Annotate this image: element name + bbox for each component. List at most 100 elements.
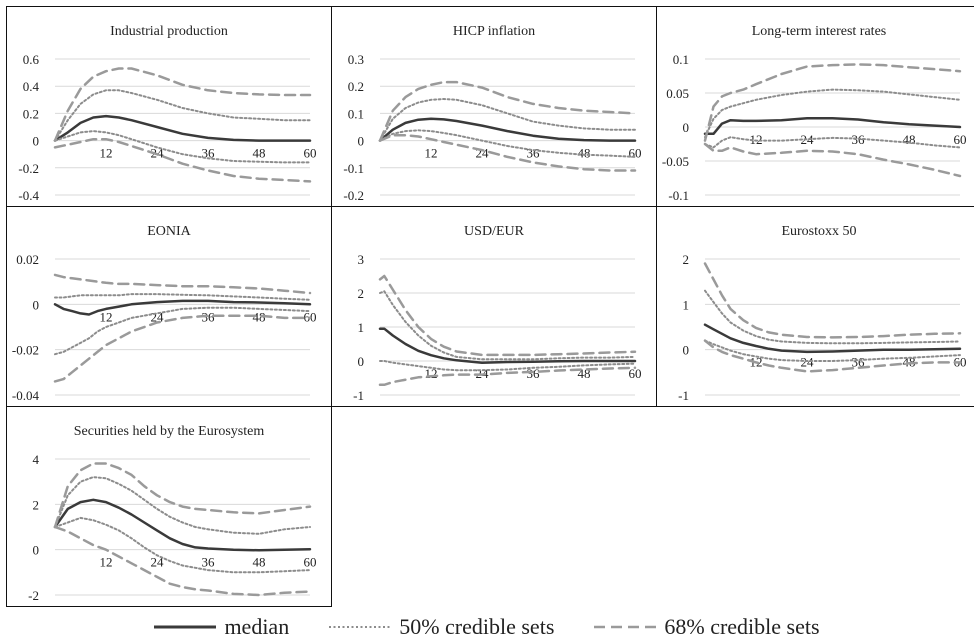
legend-median: median: [154, 614, 289, 640]
series-median: [703, 116, 962, 136]
y-tick-label: -1: [678, 388, 689, 403]
y-tick-label: -0.1: [343, 161, 364, 176]
y-tick-label: 4: [33, 452, 40, 467]
series-median: [378, 117, 637, 142]
panel-title: Industrial production: [110, 24, 228, 39]
y-tick-label: 0: [683, 120, 690, 135]
x-tick-label: 24: [151, 555, 165, 570]
series-upper50: [379, 290, 636, 361]
series-lower50: [379, 360, 636, 372]
x-tick-label: 24: [476, 146, 490, 161]
panel-industrial-production: 0.6 0.4 0.2 0 -0.2 -0.4 12 24 36 48 60 Industrial p…: [6, 6, 332, 207]
panel-eurostoxx-50: 2 1 0 -1 12 24 36 48 60 Eurostoxx 50: [656, 206, 974, 407]
panel-title: Long-term interest rates: [751, 24, 887, 39]
y-tick-label: 0.02: [16, 252, 39, 267]
legend-50-swatch: [329, 626, 392, 628]
x-tick-label: 24: [801, 355, 815, 370]
series-upper68: [53, 67, 312, 142]
legend-50-label: 50% credible sets: [399, 614, 555, 639]
series-upper68: [53, 273, 312, 295]
chart-industrial-production: 0.60.40.20-0.2-0.412 24 36 48 60: [18, 52, 317, 203]
series-upper68: [378, 80, 637, 142]
chart-long-term-interest-rates: 0.10.050-0.05-0.112 24 36 48 60: [662, 52, 967, 203]
panel-securities-held-by-the-eurosystem: 4 2 0 -2 12 24 36 48 60 Securities held by the Eu…: [6, 406, 332, 607]
series-upper50: [704, 88, 961, 139]
panel-long-term-interest-rates: 0.1 0.05 0 -0.05 -0.1 12 24 36 48 60 Long-term int…: [656, 6, 974, 207]
series-lower50: [704, 136, 961, 149]
panel-eonia: 0.02 0 -0.02 -0.04 12 24 36 48 60 EONIA: [6, 206, 332, 407]
series-lower50: [54, 306, 311, 356]
y-tick-label: 2: [33, 497, 40, 512]
legend-median-label: median: [224, 614, 290, 639]
series-upper68: [703, 63, 962, 142]
y-tick-label: 0: [33, 543, 40, 558]
y-tick-label: 0: [358, 134, 365, 149]
y-tick-label: 0: [33, 134, 40, 149]
panel-title: Eurostoxx 50: [781, 224, 857, 239]
series-upper68: [378, 274, 637, 357]
y-tick-label: -0.04: [12, 388, 40, 403]
panel-title: Securities held by the Eurosystem: [73, 424, 265, 439]
series-upper50: [54, 293, 311, 301]
x-tick-label: 12: [425, 146, 438, 161]
chart-securities-held-by-the-eurosystem: 4 2 0 -2 12 24 36 48 60: [28, 452, 316, 603]
x-tick-label: 60: [954, 132, 967, 147]
x-tick-label: 48: [253, 555, 266, 570]
y-tick-label: 0: [683, 343, 690, 358]
series-lower50: [54, 130, 311, 164]
x-tick-label: 12: [100, 309, 113, 324]
panel-usd-eur: 3 2 1 0 -1 12 24 36 48 60 USD/EUR: [331, 206, 657, 407]
y-tick-label: 0.4: [23, 79, 40, 94]
y-tick-label: 0.3: [348, 52, 364, 67]
panel-title: HICP inflation: [452, 24, 536, 39]
legend-68-label: 68% credible sets: [664, 614, 820, 639]
y-tick-label: -2: [28, 588, 39, 603]
legend-median-swatch: [154, 625, 217, 629]
x-tick-label: 36: [527, 366, 541, 381]
series-lower68: [53, 525, 312, 597]
y-tick-label: 0: [33, 297, 40, 312]
y-tick-label: -0.2: [343, 188, 364, 203]
y-tick-label: 3: [358, 252, 365, 267]
y-tick-label: -0.05: [662, 154, 689, 169]
x-tick-label: 48: [578, 146, 591, 161]
x-tick-label: 36: [202, 555, 216, 570]
legend-68: 68% credible sets: [594, 614, 820, 640]
series-lower68: [53, 314, 312, 383]
panel-title: USD/EUR: [464, 224, 524, 239]
x-tick-label: 36: [202, 309, 216, 324]
panel-hicp-inflation: 0.3 0.2 0.1 0 -0.1 -0.2 12 24 36 48 60 HICP inflati…: [331, 6, 657, 207]
series-upper50: [54, 89, 311, 142]
series-upper68: [703, 262, 962, 339]
x-tick-label: 60: [629, 366, 642, 381]
series-upper68: [53, 462, 312, 529]
series-upper50: [54, 476, 311, 535]
y-tick-label: 1: [358, 320, 365, 335]
y-tick-label: 2: [358, 286, 365, 301]
x-tick-label: 60: [304, 146, 317, 161]
y-tick-label: 0.6: [23, 52, 40, 67]
x-tick-label: 36: [527, 146, 541, 161]
panel-title: EONIA: [147, 224, 191, 239]
legend: median 50% credible sets 68% credible se…: [0, 614, 974, 640]
series-lower68: [703, 339, 962, 373]
y-tick-label: 0.05: [666, 86, 689, 101]
series-upper50: [379, 98, 636, 142]
series-median: [53, 498, 312, 552]
series-lower68: [378, 366, 637, 387]
y-tick-label: -0.1: [668, 188, 689, 203]
series-median: [53, 114, 312, 142]
series-lower68: [703, 142, 962, 178]
y-tick-label: 0.1: [348, 106, 364, 121]
y-tick-label: 1: [683, 297, 690, 312]
x-tick-label: 60: [629, 146, 642, 161]
legend-50: 50% credible sets: [329, 614, 554, 640]
series-lower68: [53, 137, 312, 183]
chart-eurostoxx-50: 210-112 24 36 48 60: [678, 252, 966, 403]
x-tick-label: 12: [100, 555, 113, 570]
series-median: [53, 299, 312, 316]
y-tick-label: -0.2: [18, 161, 39, 176]
y-tick-label: -0.02: [12, 343, 39, 358]
